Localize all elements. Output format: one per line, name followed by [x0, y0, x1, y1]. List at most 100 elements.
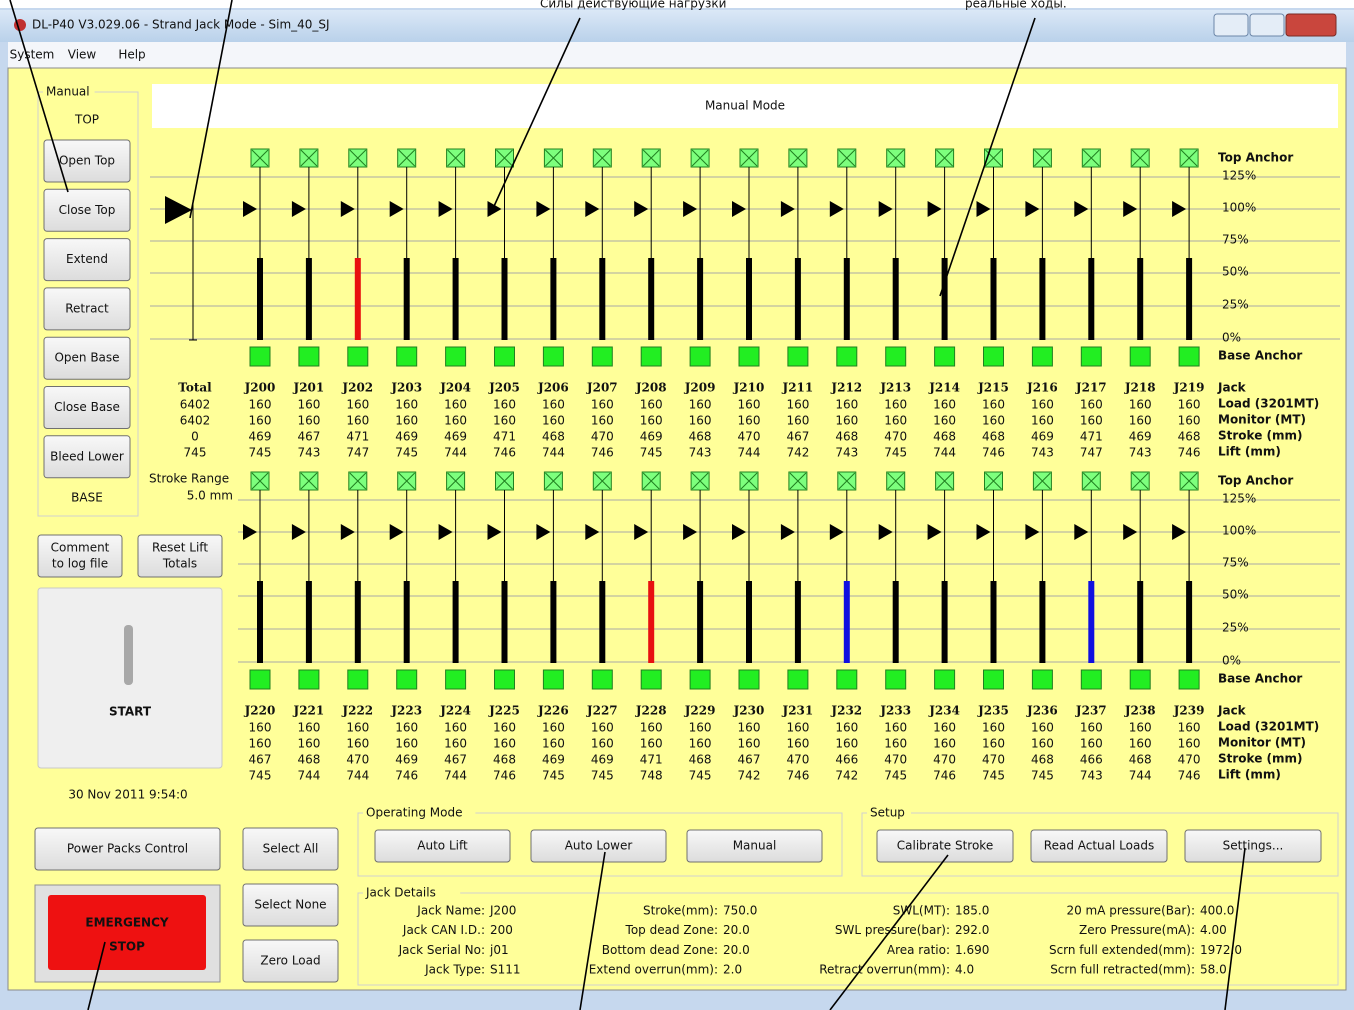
top-anchor-x — [545, 472, 562, 490]
jack-load: 160 — [591, 721, 614, 735]
jack-bar — [1137, 258, 1144, 340]
jack-bar — [1088, 258, 1095, 340]
minimize-button[interactable] — [1213, 13, 1249, 37]
jack-load: 160 — [1178, 398, 1201, 412]
mode-title-box — [152, 84, 1338, 128]
jack-name: J224 — [439, 704, 471, 718]
detail-label: Jack Name: — [416, 904, 485, 918]
jack-arrow — [927, 524, 942, 540]
manual-button[interactable] — [43, 287, 131, 331]
close-button[interactable] — [1285, 13, 1337, 37]
jack-name: J202 — [341, 381, 373, 395]
top-anchor-x — [447, 472, 464, 490]
mode-button[interactable] — [374, 829, 511, 863]
base-anchor — [347, 346, 369, 367]
annotation-line — [9, 0, 69, 193]
percent-label: 75% — [1222, 556, 1249, 570]
manual-button[interactable] — [43, 238, 131, 282]
jack-name: J229 — [684, 704, 716, 718]
jack-stroke: 469 — [395, 753, 418, 767]
jack-monitor: 160 — [249, 414, 272, 428]
window-title: DL-P40 V3.029.06 - Strand Jack Mode - Si… — [32, 18, 330, 32]
top-anchor-x — [691, 472, 709, 490]
jack-name: J220 — [244, 704, 276, 718]
jack-name: J200 — [244, 381, 276, 395]
jack-load: 160 — [738, 721, 761, 735]
jack-monitor: 160 — [493, 414, 516, 428]
jack-bar — [257, 581, 263, 663]
detail-label: Jack Serial No: — [398, 943, 485, 957]
manual-group-label-bg — [43, 84, 95, 100]
jack-bar — [550, 258, 557, 340]
jack-bar — [1088, 581, 1095, 663]
jack-lift: 745 — [542, 769, 565, 783]
jack-load: 160 — [395, 398, 418, 412]
jack-load: 160 — [249, 721, 272, 735]
jack-name: J230 — [733, 704, 765, 718]
top-anchor-x — [496, 472, 513, 490]
jack-load: 160 — [1178, 721, 1201, 735]
mode-button[interactable] — [686, 829, 823, 863]
jack-monitor: 160 — [640, 414, 663, 428]
maximize-button[interactable] — [1249, 13, 1285, 37]
menu-item: System — [10, 48, 55, 62]
jack-arrow — [1123, 201, 1138, 217]
manual-button-label: Open Top — [59, 154, 115, 168]
jack-bar — [746, 581, 752, 663]
anchor-label: Base Anchor — [1218, 349, 1302, 363]
jack-name: J217 — [1075, 381, 1107, 395]
base-anchor — [1129, 346, 1151, 367]
comment-button-label: Comment — [51, 541, 110, 555]
operating-mode-group — [357, 812, 843, 877]
jack-lift: 745 — [982, 769, 1005, 783]
manual-button[interactable] — [43, 188, 131, 232]
manual-button[interactable] — [43, 139, 131, 183]
top-anchor-x — [936, 472, 953, 490]
top-anchor-x — [642, 472, 660, 490]
setup-button[interactable] — [1030, 829, 1168, 863]
power-packs-button[interactable] — [34, 827, 221, 871]
setup-button[interactable] — [876, 829, 1014, 863]
jack-arrow — [732, 201, 746, 217]
emergency-stop-button[interactable] — [48, 895, 206, 970]
percent-label: 25% — [1222, 298, 1249, 312]
jack-stroke: 468 — [1129, 753, 1152, 767]
detail-value: 20.0 — [723, 923, 750, 937]
detail-value: 4.0 — [955, 963, 974, 977]
jack-bar — [697, 581, 704, 663]
percent-label: 25% — [1222, 621, 1249, 635]
setup-button[interactable] — [1184, 829, 1322, 863]
jack-arrow — [634, 524, 649, 540]
jack-lift: 743 — [1129, 446, 1152, 460]
select-button[interactable] — [242, 883, 339, 927]
row-label: Lift (mm) — [1218, 768, 1281, 782]
top-anchor-x — [789, 149, 807, 167]
jack-arrow — [291, 524, 306, 540]
detail-label: Bottom dead Zone: — [602, 943, 718, 957]
base-anchor — [1031, 669, 1053, 690]
jack-stroke: 470 — [738, 430, 761, 444]
select-button-label: Zero Load — [260, 954, 320, 968]
jack-monitor: 160 — [933, 414, 956, 428]
top-anchor-x — [1131, 472, 1149, 490]
manual-button[interactable] — [43, 336, 131, 380]
manual-group-label: Manual — [46, 85, 90, 99]
jack-stroke: 470 — [591, 430, 614, 444]
jack-name: J213 — [879, 381, 911, 395]
manual-button[interactable] — [43, 435, 131, 479]
annotation-line — [829, 854, 949, 1010]
jack-bar — [892, 581, 899, 663]
select-button[interactable] — [242, 827, 339, 871]
jack-load: 160 — [346, 398, 369, 412]
mode-button[interactable] — [530, 829, 667, 863]
comment-button[interactable] — [37, 534, 123, 578]
jack-stroke: 468 — [835, 430, 858, 444]
jack-lift: 744 — [444, 769, 467, 783]
jack-load: 160 — [542, 398, 565, 412]
manual-button[interactable] — [43, 386, 131, 429]
reset-button[interactable] — [137, 534, 223, 578]
setup-button-label: Read Actual Loads — [1044, 839, 1154, 853]
jack-lift: 745 — [640, 446, 663, 460]
jack-arrow — [1172, 524, 1187, 540]
select-button[interactable] — [242, 939, 339, 983]
